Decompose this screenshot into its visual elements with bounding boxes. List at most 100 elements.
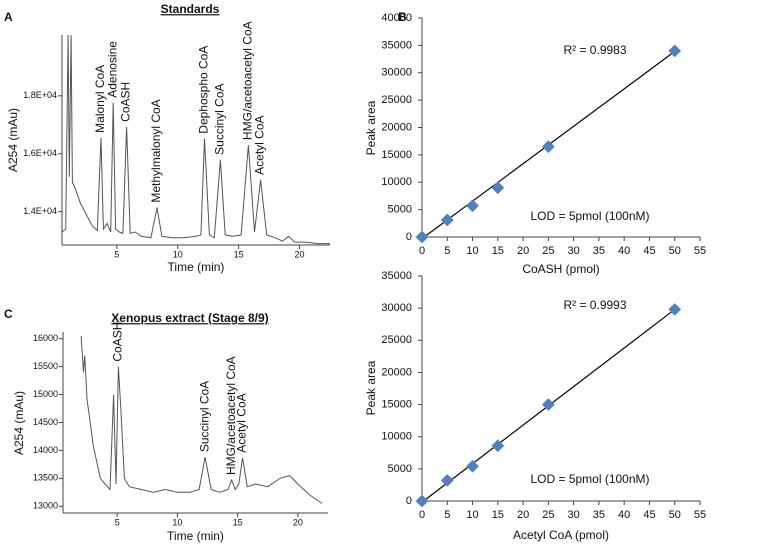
y-tick-label: 0 xyxy=(406,495,412,507)
y-tick-label: 20000 xyxy=(381,121,412,133)
x-tick-label: 0 xyxy=(419,509,425,521)
peak-label: Acetyl CoA xyxy=(253,115,267,174)
y-tick-label: 30000 xyxy=(381,302,412,314)
y-axis-label: A254 (mAu) xyxy=(12,391,26,455)
data-point xyxy=(440,213,454,227)
x-tick-label: 0 xyxy=(419,245,425,257)
data-point xyxy=(415,494,429,508)
panel-letter: B xyxy=(398,10,407,24)
peak-label: Acetyl CoA xyxy=(235,393,249,452)
peak-label: CoASH xyxy=(119,82,133,122)
x-tick-label: 45 xyxy=(643,509,655,521)
data-point xyxy=(415,230,429,244)
y-axis-label: A254 (mAu) xyxy=(6,108,20,172)
x-tick-label: 25 xyxy=(542,245,554,257)
x-tick-label: 5 xyxy=(114,249,119,259)
data-point xyxy=(466,199,479,213)
y-tick-label: 40000 xyxy=(381,12,412,24)
y-axis-label: Peak area xyxy=(364,100,378,155)
peak-label: Adenosine xyxy=(105,41,119,98)
peak-label: Succinyl CoA xyxy=(213,83,227,154)
x-tick-label: 35 xyxy=(593,509,605,521)
trace xyxy=(61,34,330,245)
x-tick-label: 10 xyxy=(172,517,182,527)
trace xyxy=(80,335,323,504)
annotation: R² = 0.9993 xyxy=(563,298,626,312)
chart-title: Xenopus extract (Stage 8/9) xyxy=(111,311,268,325)
x-tick-label: 20 xyxy=(295,249,305,259)
peak-label: Malonyl CoA xyxy=(93,65,107,133)
x-tick-label: 15 xyxy=(233,517,243,527)
panel-letter: A xyxy=(4,10,13,24)
x-axis-label: Time (min) xyxy=(168,260,225,274)
y-tick-label: 15000 xyxy=(33,389,58,399)
x-axis-label: CoASH (pmol) xyxy=(522,262,599,276)
y-tick-label: 1.8E+04 xyxy=(23,90,57,100)
x-tick-label: 50 xyxy=(669,245,681,257)
chart-title: Standards xyxy=(161,2,220,16)
y-tick-label: 15000 xyxy=(381,149,412,161)
y-tick-label: 30000 xyxy=(381,67,412,79)
x-tick-label: 50 xyxy=(669,509,681,521)
y-tick-label: 5000 xyxy=(388,204,412,216)
x-tick-label: 45 xyxy=(643,245,655,257)
peak-label: HMG/acetoacetyl CoA xyxy=(224,356,238,475)
y-tick-label: 20000 xyxy=(381,366,412,378)
y-tick-label: 1.4E+04 xyxy=(23,206,57,216)
y-axis-label: Peak area xyxy=(364,360,378,415)
x-tick-label: 55 xyxy=(694,509,706,521)
peak-label: CoASH xyxy=(111,322,125,362)
y-tick-label: 14000 xyxy=(33,445,58,455)
x-axis-label: Time (min) xyxy=(167,529,224,543)
x-tick-label: 20 xyxy=(517,245,529,257)
y-tick-label: 13500 xyxy=(33,473,58,483)
x-tick-label: 25 xyxy=(542,509,554,521)
x-tick-label: 40 xyxy=(618,245,630,257)
y-tick-label: 15000 xyxy=(381,398,412,410)
peak-label: Succinyl CoA xyxy=(197,381,211,452)
x-tick-label: 15 xyxy=(492,245,504,257)
y-tick-label: 35000 xyxy=(381,270,412,282)
x-tick-label: 40 xyxy=(618,509,630,521)
panel-letter: C xyxy=(4,307,13,321)
x-tick-label: 30 xyxy=(568,509,580,521)
peak-label: Methylmalonyl CoA xyxy=(149,99,163,202)
x-tick-label: 10 xyxy=(173,249,183,259)
y-tick-label: 5000 xyxy=(388,463,412,475)
annotation: R² = 0.9983 xyxy=(563,43,626,57)
y-tick-label: 14500 xyxy=(33,417,58,427)
y-tick-label: 16000 xyxy=(33,333,58,343)
x-tick-label: 55 xyxy=(694,245,706,257)
annotation: LOD = 5pmol (100nM) xyxy=(530,209,649,223)
x-tick-label: 5 xyxy=(444,509,450,521)
x-axis-label: Acetyl CoA (pmol) xyxy=(513,528,609,542)
y-tick-label: 1.6E+04 xyxy=(23,148,57,158)
peak-label: HMG/acetoacetyl CoA xyxy=(241,21,255,140)
data-point xyxy=(466,459,479,473)
x-tick-label: 30 xyxy=(568,245,580,257)
x-tick-label: 10 xyxy=(466,245,478,257)
x-tick-label: 35 xyxy=(593,245,605,257)
data-point xyxy=(491,181,505,195)
x-tick-label: 10 xyxy=(466,509,478,521)
y-tick-label: 0 xyxy=(406,231,412,243)
x-tick-label: 15 xyxy=(492,509,504,521)
peak-label: Dephospho CoA xyxy=(197,46,211,134)
data-point xyxy=(668,303,682,316)
y-tick-label: 15500 xyxy=(33,361,58,371)
x-tick-label: 15 xyxy=(234,249,244,259)
x-tick-label: 20 xyxy=(517,509,529,521)
x-tick-label: 5 xyxy=(444,245,450,257)
data-point xyxy=(440,474,454,487)
data-point xyxy=(491,439,505,453)
y-tick-label: 13000 xyxy=(33,501,58,511)
x-tick-label: 5 xyxy=(115,517,120,527)
y-tick-label: 10000 xyxy=(381,176,412,188)
y-tick-label: 35000 xyxy=(381,39,412,51)
annotation: LOD = 5pmol (100nM) xyxy=(530,472,649,486)
x-tick-label: 20 xyxy=(293,517,303,527)
y-tick-label: 10000 xyxy=(381,431,412,443)
y-tick-label: 25000 xyxy=(381,94,412,106)
y-tick-label: 25000 xyxy=(381,334,412,346)
